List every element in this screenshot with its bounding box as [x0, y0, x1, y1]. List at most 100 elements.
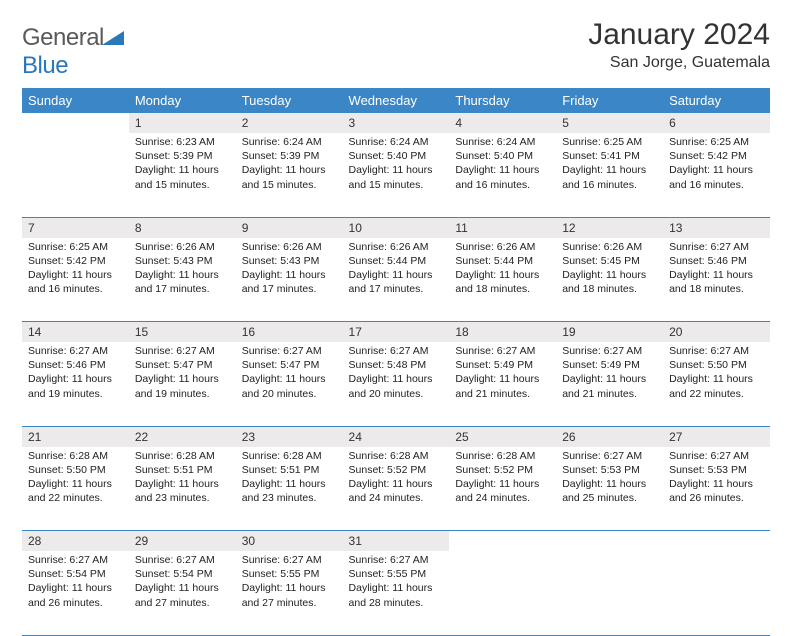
sunrise-text: Sunrise: 6:28 AM [135, 449, 230, 463]
sunset-text: Sunset: 5:49 PM [455, 358, 550, 372]
day-number-cell: 15 [129, 322, 236, 343]
weekday-header: Saturday [663, 88, 770, 113]
day-cell [22, 133, 129, 217]
day-number-cell: 23 [236, 426, 343, 447]
daylight-text: and 20 minutes. [349, 387, 444, 401]
day-number-cell: 7 [22, 217, 129, 238]
daylight-text: and 23 minutes. [242, 491, 337, 505]
daylight-text: Daylight: 11 hours [28, 268, 123, 282]
day-number: 31 [343, 531, 450, 551]
daylight-text: Daylight: 11 hours [242, 268, 337, 282]
day-number-row: 28293031 [22, 531, 770, 552]
day-number-cell: 24 [343, 426, 450, 447]
day-cell: Sunrise: 6:27 AMSunset: 5:49 PMDaylight:… [449, 342, 556, 426]
day-content: Sunrise: 6:28 AMSunset: 5:52 PMDaylight:… [449, 447, 556, 510]
daylight-text: Daylight: 11 hours [455, 372, 550, 386]
day-cell: Sunrise: 6:28 AMSunset: 5:51 PMDaylight:… [236, 447, 343, 531]
sunrise-text: Sunrise: 6:27 AM [455, 344, 550, 358]
daylight-text: and 28 minutes. [349, 596, 444, 610]
daylight-text: Daylight: 11 hours [562, 163, 657, 177]
sunrise-text: Sunrise: 6:27 AM [562, 344, 657, 358]
day-number-cell: 3 [343, 113, 450, 133]
logo-word1: General [22, 24, 104, 51]
day-cell: Sunrise: 6:27 AMSunset: 5:54 PMDaylight:… [22, 551, 129, 635]
day-number: 23 [236, 427, 343, 447]
day-number-cell: 19 [556, 322, 663, 343]
day-number-cell: 12 [556, 217, 663, 238]
sunset-text: Sunset: 5:54 PM [28, 567, 123, 581]
day-number-row: 78910111213 [22, 217, 770, 238]
day-cell: Sunrise: 6:27 AMSunset: 5:47 PMDaylight:… [236, 342, 343, 426]
day-number: 21 [22, 427, 129, 447]
day-content: Sunrise: 6:27 AMSunset: 5:53 PMDaylight:… [663, 447, 770, 510]
day-number: 15 [129, 322, 236, 342]
day-number-cell: 11 [449, 217, 556, 238]
sunset-text: Sunset: 5:40 PM [349, 149, 444, 163]
day-number-cell: 17 [343, 322, 450, 343]
sunset-text: Sunset: 5:39 PM [242, 149, 337, 163]
sunrise-text: Sunrise: 6:27 AM [669, 449, 764, 463]
day-number-cell: 21 [22, 426, 129, 447]
day-content: Sunrise: 6:25 AMSunset: 5:42 PMDaylight:… [22, 238, 129, 301]
day-cell: Sunrise: 6:27 AMSunset: 5:46 PMDaylight:… [22, 342, 129, 426]
daylight-text: and 16 minutes. [455, 178, 550, 192]
day-number-cell: 27 [663, 426, 770, 447]
daylight-text: Daylight: 11 hours [135, 477, 230, 491]
day-cell: Sunrise: 6:24 AMSunset: 5:40 PMDaylight:… [449, 133, 556, 217]
day-number: 3 [343, 113, 450, 133]
sunrise-text: Sunrise: 6:26 AM [349, 240, 444, 254]
sunset-text: Sunset: 5:40 PM [455, 149, 550, 163]
sunrise-text: Sunrise: 6:26 AM [135, 240, 230, 254]
day-number-row: 14151617181920 [22, 322, 770, 343]
day-cell: Sunrise: 6:23 AMSunset: 5:39 PMDaylight:… [129, 133, 236, 217]
location-subtitle: San Jorge, Guatemala [588, 54, 770, 72]
day-number: 11 [449, 218, 556, 238]
day-cell: Sunrise: 6:27 AMSunset: 5:54 PMDaylight:… [129, 551, 236, 635]
sunrise-text: Sunrise: 6:27 AM [349, 344, 444, 358]
daylight-text: Daylight: 11 hours [349, 372, 444, 386]
sunset-text: Sunset: 5:41 PM [562, 149, 657, 163]
sunrise-text: Sunrise: 6:27 AM [242, 344, 337, 358]
sunrise-text: Sunrise: 6:27 AM [135, 344, 230, 358]
daylight-text: Daylight: 11 hours [28, 477, 123, 491]
daylight-text: and 19 minutes. [135, 387, 230, 401]
page-title: January 2024 [588, 18, 770, 52]
daylight-text: and 19 minutes. [28, 387, 123, 401]
day-cell: Sunrise: 6:28 AMSunset: 5:52 PMDaylight:… [343, 447, 450, 531]
day-cell: Sunrise: 6:27 AMSunset: 5:53 PMDaylight:… [556, 447, 663, 531]
day-content: Sunrise: 6:26 AMSunset: 5:43 PMDaylight:… [236, 238, 343, 301]
day-number-cell: 22 [129, 426, 236, 447]
sunrise-text: Sunrise: 6:25 AM [28, 240, 123, 254]
day-cell: Sunrise: 6:24 AMSunset: 5:40 PMDaylight:… [343, 133, 450, 217]
day-number-row: 123456 [22, 113, 770, 133]
daylight-text: Daylight: 11 hours [349, 163, 444, 177]
day-number: 13 [663, 218, 770, 238]
weekday-header: Friday [556, 88, 663, 113]
sunset-text: Sunset: 5:47 PM [242, 358, 337, 372]
daylight-text: and 24 minutes. [349, 491, 444, 505]
day-number-cell: 5 [556, 113, 663, 133]
day-cell: Sunrise: 6:28 AMSunset: 5:52 PMDaylight:… [449, 447, 556, 531]
sunrise-text: Sunrise: 6:27 AM [669, 240, 764, 254]
weekday-header: Sunday [22, 88, 129, 113]
day-number-cell [449, 531, 556, 552]
day-content: Sunrise: 6:24 AMSunset: 5:40 PMDaylight:… [343, 133, 450, 196]
weekday-header: Tuesday [236, 88, 343, 113]
day-content: Sunrise: 6:27 AMSunset: 5:55 PMDaylight:… [343, 551, 450, 614]
day-number-cell: 29 [129, 531, 236, 552]
sunset-text: Sunset: 5:44 PM [349, 254, 444, 268]
day-cell: Sunrise: 6:26 AMSunset: 5:43 PMDaylight:… [236, 238, 343, 322]
day-content: Sunrise: 6:27 AMSunset: 5:46 PMDaylight:… [663, 238, 770, 301]
day-content: Sunrise: 6:28 AMSunset: 5:51 PMDaylight:… [236, 447, 343, 510]
sunrise-text: Sunrise: 6:26 AM [242, 240, 337, 254]
sunrise-text: Sunrise: 6:27 AM [28, 344, 123, 358]
day-cell: Sunrise: 6:25 AMSunset: 5:42 PMDaylight:… [22, 238, 129, 322]
day-number: 17 [343, 322, 450, 342]
daylight-text: Daylight: 11 hours [349, 581, 444, 595]
day-content: Sunrise: 6:24 AMSunset: 5:40 PMDaylight:… [449, 133, 556, 196]
day-number-cell [22, 113, 129, 133]
day-cell [556, 551, 663, 635]
daylight-text: Daylight: 11 hours [455, 477, 550, 491]
sunset-text: Sunset: 5:42 PM [669, 149, 764, 163]
sunrise-text: Sunrise: 6:28 AM [349, 449, 444, 463]
